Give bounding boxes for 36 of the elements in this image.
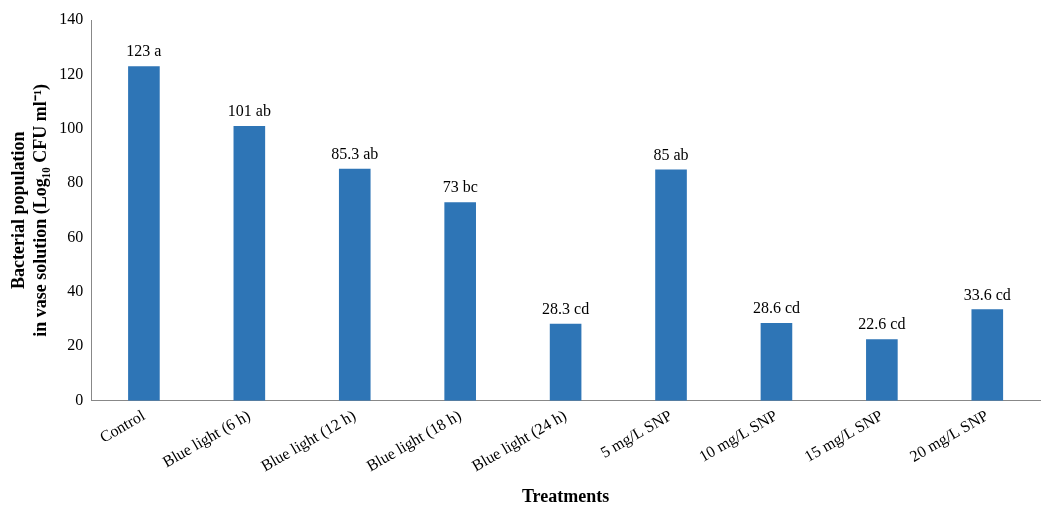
y-tick-label: 20 [67, 336, 84, 354]
y-tick-label: 100 [59, 118, 84, 136]
data-label: 33.6 cd [963, 285, 1011, 303]
y-tick-label: 60 [67, 227, 84, 245]
y-axis-title: Bacterial population in vase solution (Log₁₀ CFU ml⁻¹) [8, 83, 52, 337]
y-tick-label: 40 [67, 282, 84, 300]
bar [128, 66, 160, 401]
bar [549, 323, 582, 401]
data-label: 28.3 cd [542, 299, 590, 317]
data-label: 123 a [126, 42, 162, 60]
x-tick-label: Blue light (24 h) [468, 406, 570, 476]
x-tick-label: 10 mg/L SNP [695, 406, 781, 466]
x-tick-label: 20 mg/L SNP [906, 406, 992, 466]
y-tick-label: 80 [67, 173, 84, 191]
bar [444, 202, 476, 401]
x-tick-label: 5 mg/L SNP [597, 406, 676, 462]
data-label: 22.6 cd [858, 315, 906, 333]
y-tick-label: 0 [75, 390, 84, 408]
y-tick-label: 140 [59, 10, 84, 28]
bar [655, 169, 687, 401]
data-label: 101 ab [227, 102, 271, 120]
x-tick-label: 15 mg/L SNP [801, 406, 887, 466]
x-axis-title: Treatments [521, 485, 610, 506]
data-label: 85.3 ab [331, 144, 379, 162]
bar [233, 126, 266, 401]
x-tick-label: Blue light (6 h) [159, 406, 254, 472]
y-tick-label: 120 [59, 64, 84, 82]
data-label: 85 ab [653, 145, 689, 163]
x-tick-label: Blue light (18 h) [363, 406, 465, 476]
bar [760, 322, 793, 401]
data-label: 73 bc [442, 178, 478, 196]
bar [866, 339, 898, 401]
bar [338, 168, 371, 401]
bar [971, 309, 1004, 401]
x-tick-label: Blue light (12 h) [257, 406, 359, 476]
data-label: 28.6 cd [752, 299, 800, 317]
